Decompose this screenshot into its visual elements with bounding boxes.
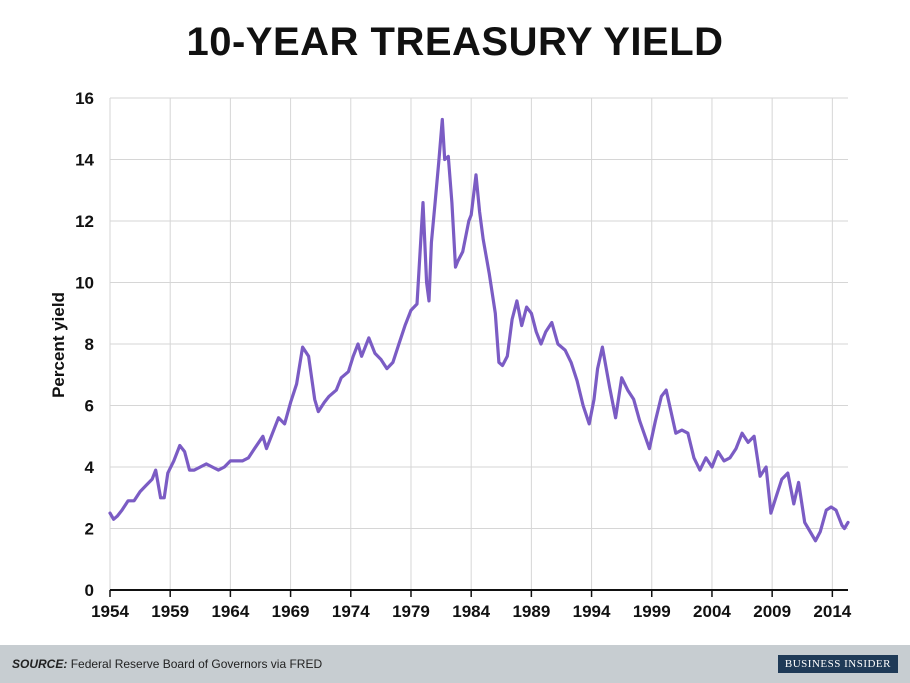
y-tick-label: 0 bbox=[85, 581, 94, 600]
y-tick-label: 6 bbox=[85, 397, 94, 416]
x-tick-label: 1959 bbox=[151, 602, 189, 621]
x-tick-label: 1979 bbox=[392, 602, 430, 621]
source-label: SOURCE: bbox=[12, 657, 68, 671]
y-tick-label: 14 bbox=[75, 151, 94, 170]
x-tick-label: 1954 bbox=[91, 602, 129, 621]
series-layer bbox=[108, 117, 850, 543]
gridlines bbox=[109, 97, 848, 590]
source-note: SOURCE: Federal Reserve Board of Governo… bbox=[12, 657, 322, 671]
y-tick-label: 8 bbox=[85, 335, 94, 354]
y-tick-label: 16 bbox=[75, 89, 94, 108]
y-tick-label: 4 bbox=[85, 458, 95, 477]
x-tick-label: 1999 bbox=[633, 602, 671, 621]
y-tick-label: 12 bbox=[75, 212, 94, 231]
y-tick-label: 2 bbox=[85, 520, 94, 539]
x-tick-label: 1989 bbox=[512, 602, 550, 621]
source-text: Federal Reserve Board of Governors via F… bbox=[70, 657, 323, 671]
x-tick-label: 2009 bbox=[753, 602, 791, 621]
x-tick-label: 1974 bbox=[332, 602, 370, 621]
y-axis-label: Percent yield bbox=[49, 292, 68, 398]
footer: SOURCE: Federal Reserve Board of Governo… bbox=[0, 645, 910, 683]
y-tick-labels: 0 2 4 6 8 10 12 14 16 bbox=[75, 89, 94, 600]
axes bbox=[109, 589, 848, 597]
x-tick-label: 2004 bbox=[693, 602, 731, 621]
x-tick-label: 1964 bbox=[211, 602, 249, 621]
x-tick-label: 1994 bbox=[573, 602, 611, 621]
yield-line bbox=[108, 117, 850, 543]
brand-logo: BUSINESS INSIDER bbox=[777, 655, 898, 673]
chart-title: 10-YEAR TREASURY YIELD bbox=[186, 20, 724, 64]
x-tick-label: 1984 bbox=[452, 602, 490, 621]
x-tick-label: 2014 bbox=[813, 602, 851, 621]
y-tick-label: 10 bbox=[75, 274, 94, 293]
x-tick-label: 1969 bbox=[272, 602, 310, 621]
x-tick-labels: 1954 1959 1964 1969 1974 1979 1984 1989 1994 1999… bbox=[91, 602, 852, 621]
